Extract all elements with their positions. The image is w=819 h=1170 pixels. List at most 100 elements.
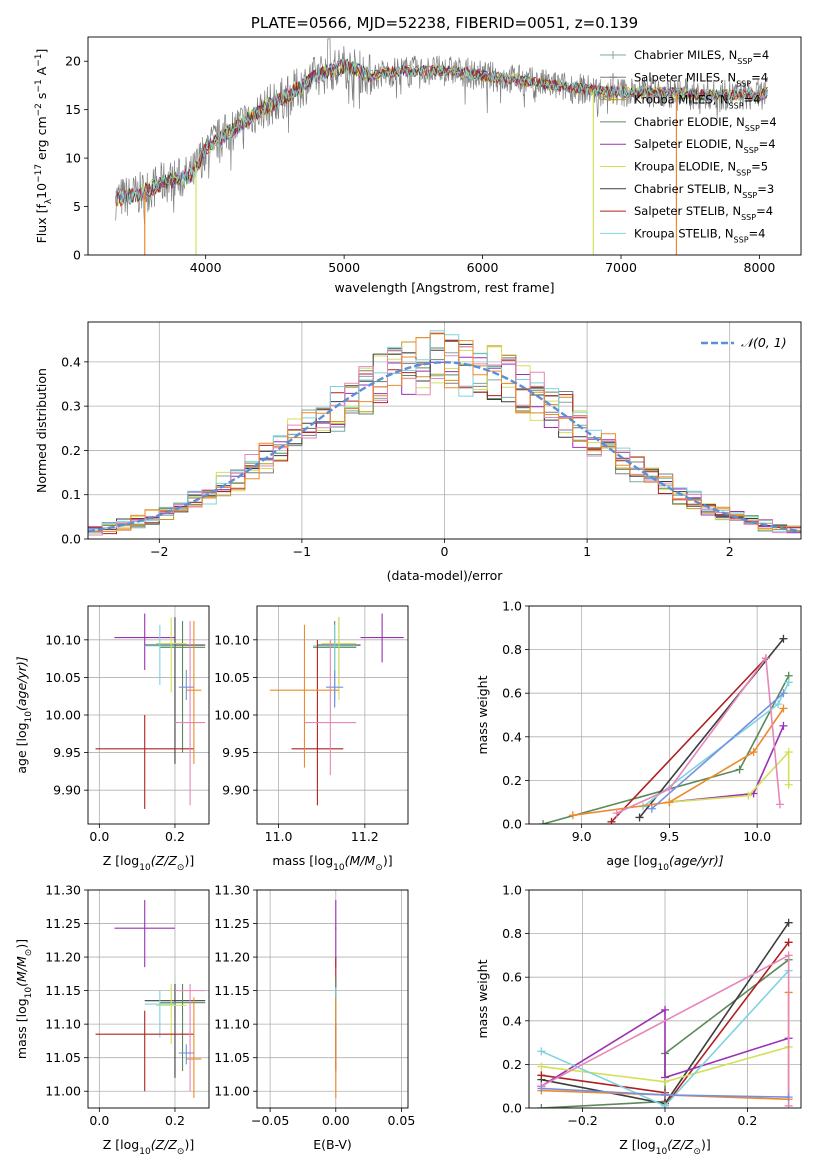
x-axis-label: Z [log10(Z/Z⊙)] bbox=[103, 1137, 194, 1157]
weight-line-7 bbox=[616, 656, 781, 814]
weight-marker bbox=[779, 704, 788, 713]
y-tick-label: 11.10 bbox=[45, 1017, 81, 1032]
y-tick-label: 10.10 bbox=[214, 632, 250, 647]
y-tick-label: 0.2 bbox=[502, 1057, 522, 1072]
weight-marker bbox=[761, 654, 770, 663]
y-tick-label: 11.25 bbox=[214, 916, 250, 931]
y-tick-label: 11.10 bbox=[214, 1017, 250, 1032]
age-vs-metallicity-panel: 0.0 0.2 9.90 9.95 10.00 10.05 10.10 Z [log10(Z/… bbox=[14, 605, 210, 873]
weight-marker bbox=[537, 1071, 546, 1080]
residual-histogram-10 bbox=[88, 333, 801, 532]
gaussian-curve bbox=[88, 361, 801, 533]
plot-area bbox=[95, 900, 206, 1098]
y-tick-label: 11.05 bbox=[45, 1050, 81, 1065]
spectrum-line-8 bbox=[115, 58, 768, 204]
y-tick-label: 0.0 bbox=[502, 1101, 522, 1116]
weight-marker bbox=[537, 1104, 546, 1108]
y-tick-label: 9.95 bbox=[222, 745, 250, 760]
y-tick-label: 0.8 bbox=[502, 642, 522, 657]
x-tick-label: 11.2 bbox=[351, 829, 379, 844]
x-axis-label: mass [log10(M/M⊙)] bbox=[272, 853, 392, 873]
weight-line-6 bbox=[572, 708, 785, 817]
x-tick-label: −0.2 bbox=[567, 1113, 597, 1128]
legend-entry: Salpeter MILES, NSSP=4 bbox=[634, 70, 768, 88]
axes-frame bbox=[528, 605, 802, 825]
y-tick-label: 10.10 bbox=[45, 632, 81, 647]
y-tick-label: 10.00 bbox=[214, 708, 250, 723]
weight-line-2 bbox=[610, 657, 767, 823]
y-tick-label: 5 bbox=[73, 199, 81, 214]
y-tick-label: 11.30 bbox=[45, 883, 81, 898]
x-tick-label: 1 bbox=[583, 544, 591, 559]
weight-marker bbox=[537, 1062, 546, 1071]
x-tick-label: 2 bbox=[726, 544, 734, 559]
y-tick-label: 10.05 bbox=[45, 670, 81, 685]
weight-marker bbox=[784, 938, 793, 947]
y-tick-label: 10.05 bbox=[214, 670, 250, 685]
x-tick-label: 7000 bbox=[605, 260, 637, 275]
y-tick-label: 0 bbox=[73, 248, 81, 263]
weight-line-2 bbox=[541, 941, 790, 1108]
weight-marker bbox=[661, 1005, 669, 1014]
x-axis-label: wavelength [Angstrom, rest frame] bbox=[334, 280, 554, 295]
y-axis-label: mass [log10(M/M⊙)] bbox=[14, 939, 34, 1059]
y-tick-label: 0.6 bbox=[502, 970, 522, 985]
x-tick-label: 0.2 bbox=[737, 1113, 757, 1128]
y-tick-label: 11.30 bbox=[214, 883, 250, 898]
y-axis-label: mass weight bbox=[475, 675, 490, 754]
y-tick-label: 9.90 bbox=[53, 783, 81, 798]
weight-marker bbox=[784, 918, 793, 927]
y-tick-label: 10.00 bbox=[45, 708, 81, 723]
x-tick-label: 0.00 bbox=[322, 1113, 350, 1128]
legend-entry: 𝒩(0, 1) bbox=[741, 335, 787, 350]
y-axis-label: age [log10(age/yr)] bbox=[14, 656, 34, 773]
weight-marker bbox=[612, 809, 621, 818]
weight-marker bbox=[784, 748, 793, 757]
y-tick-label: 11.20 bbox=[214, 950, 250, 965]
y-axis-label: Flux [fλ10−17 erg cm−2 s−1 A−1] bbox=[34, 49, 54, 244]
y-tick-label: 0.1 bbox=[61, 487, 81, 502]
x-axis-label: Z [log10(Z/Z⊙)] bbox=[103, 853, 194, 873]
weight-line-1 bbox=[638, 638, 785, 819]
spectrum-line-4 bbox=[115, 59, 768, 205]
weight-marker bbox=[774, 700, 783, 709]
legend-entry: Chabrier ELODIE, NSSP=4 bbox=[634, 115, 777, 132]
weight-vs-metallicity-panel: −0.2 0.0 0.2 0.0 0.2 0.4 0.6 0.8 1.0 Z [log10(Z/Z… bbox=[475, 883, 802, 1157]
y-tick-label: 11.15 bbox=[45, 983, 81, 998]
weight-line-8 bbox=[651, 692, 785, 810]
weight-marker bbox=[647, 804, 656, 813]
x-tick-label: −1 bbox=[293, 544, 311, 559]
residuals-panel: −2 −1 0 1 2 0.0 0.1 0.2 0.3 0.4 (data-model)/error… bbox=[34, 321, 802, 583]
weight-marker bbox=[784, 951, 793, 960]
y-tick-label: 9.90 bbox=[222, 783, 250, 798]
x-tick-label: 9.0 bbox=[572, 829, 592, 844]
weight-marker bbox=[665, 798, 674, 807]
y-tick-label: 0.6 bbox=[502, 686, 522, 701]
weight-marker bbox=[537, 1084, 546, 1093]
x-tick-label: −2 bbox=[150, 544, 168, 559]
plot-area bbox=[539, 634, 793, 824]
y-tick-label: 0.0 bbox=[61, 532, 81, 547]
y-tick-label: 11.00 bbox=[45, 1084, 81, 1099]
axes-frame bbox=[87, 889, 210, 1109]
y-tick-label: 11.05 bbox=[214, 1050, 250, 1065]
weight-vs-age-panel: 9.0 9.5 10.0 0.0 0.2 0.4 0.6 0.8 1.0 age [log10(a… bbox=[475, 599, 802, 873]
plot-area bbox=[95, 613, 206, 809]
y-tick-label: 0.2 bbox=[61, 443, 81, 458]
y-axis-label: Normed distribution bbox=[34, 368, 49, 493]
y-tick-label: 1.0 bbox=[502, 599, 522, 614]
weight-line-4 bbox=[669, 750, 790, 803]
x-axis-label: age [log10(age/yr)] bbox=[606, 853, 723, 873]
weight-marker bbox=[775, 800, 784, 809]
legend-entry: Kroupa ELODIE, NSSP=5 bbox=[634, 160, 768, 178]
weight-marker bbox=[784, 780, 793, 789]
y-axis-label: mass weight bbox=[475, 959, 490, 1038]
legend-entry: Chabrier STELIB, NSSP=3 bbox=[634, 182, 774, 200]
y-tick-label: 0.0 bbox=[502, 817, 522, 832]
legend-marker bbox=[609, 51, 617, 59]
axes-frame bbox=[256, 889, 409, 1109]
weight-marker bbox=[779, 634, 788, 643]
weight-marker bbox=[665, 785, 674, 794]
y-tick-label: 11.15 bbox=[214, 983, 250, 998]
